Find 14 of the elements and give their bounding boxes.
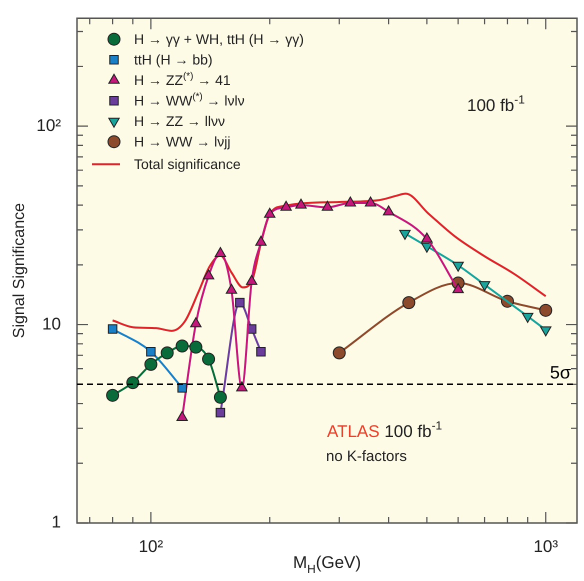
y-tick-label: 1 [52,512,61,532]
legend-label: Total significance [134,156,241,172]
legend-label: H → ZZ → llνν [134,113,225,130]
legend-label: H → ZZ(*) → 41 [134,70,231,88]
y-tick-label: 10 [42,314,61,334]
legend-label: ttH (H → bb) [134,52,213,68]
legend-label: H → WW(*) → lνlν [134,91,245,109]
legend-label: H → γγ + WH, ttH (H → γγ) [134,31,304,48]
y-axis-title: Signal Significance [11,202,28,338]
legend-label: H → WW → lνjj [134,134,230,150]
ref-line-label: 5σ [550,362,572,382]
y-tick-label: 10² [36,116,62,135]
annotation: no K-factors [326,448,407,465]
x-tick-label: 10³ [533,536,558,556]
